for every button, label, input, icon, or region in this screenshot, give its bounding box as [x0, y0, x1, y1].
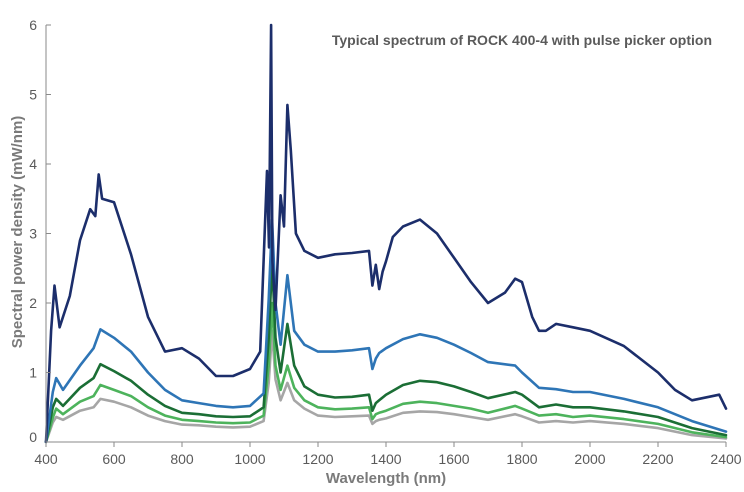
y-tick-label: 3 [29, 226, 37, 242]
y-axis-title: Spectral power density (mW/nm) [9, 116, 26, 349]
x-axis-title: Wavelength (nm) [326, 470, 446, 487]
series-line-2 [44, 301, 728, 444]
x-tick-label: 800 [170, 451, 194, 467]
x-tick-label: 1000 [234, 451, 265, 467]
y-tick-label: 2 [29, 295, 37, 311]
series-line-1 [44, 329, 728, 444]
y-tick-label: 5 [29, 87, 37, 103]
y-tick-label: 4 [29, 156, 37, 172]
y-tick-label: 6 [29, 17, 37, 33]
x-tick-label: 1600 [438, 451, 469, 467]
x-tick-label: 400 [34, 451, 58, 467]
y-tick-label: 0 [29, 429, 37, 445]
x-tick-label: 1200 [302, 451, 333, 467]
chart-title: Typical spectrum of ROCK 400-4 with puls… [332, 32, 712, 48]
y-tick-label: 1 [29, 365, 37, 381]
series-line-5 [44, 23, 728, 444]
x-tick-label: 2400 [710, 451, 741, 467]
x-tick-label: 2200 [642, 451, 673, 467]
x-tick-label: 600 [102, 451, 126, 467]
y-axis-ticks: 0 1 2 3 4 5 6 [29, 17, 51, 445]
x-tick-label: 2000 [574, 451, 605, 467]
series-group [44, 23, 728, 444]
x-tick-label: 1400 [370, 451, 401, 467]
series-line-4 [44, 218, 728, 444]
x-tick-label: 1800 [506, 451, 537, 467]
x-axis-ticks: 400 600 800 1000 1200 1400 1600 1800 2000 2200 240… [34, 442, 742, 467]
series-line-3 [44, 259, 728, 444]
